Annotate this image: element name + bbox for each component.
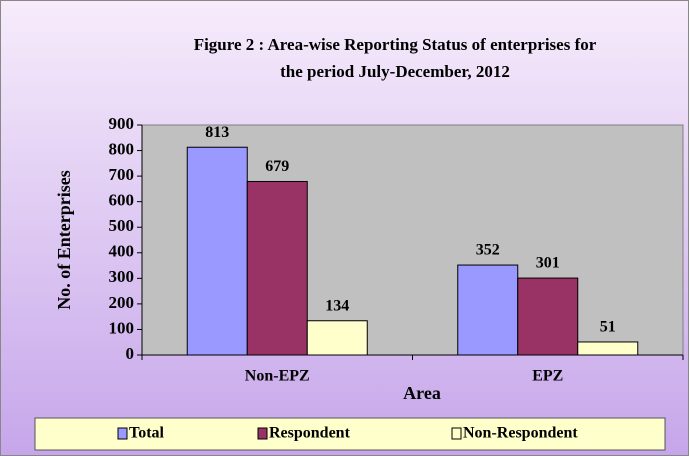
- y-tick-label: 0: [126, 344, 135, 363]
- y-tick-label: 100: [109, 318, 135, 337]
- data-label: 51: [600, 319, 616, 336]
- bar: [246, 180, 308, 356]
- y-tick-label: 500: [109, 216, 135, 235]
- legend-swatch: [257, 427, 268, 440]
- x-tick-label: Non-EPZ: [245, 368, 310, 385]
- data-label: 679: [265, 158, 289, 175]
- data-label: 301: [536, 255, 560, 272]
- y-axis-label: No. of Enterprises: [54, 170, 74, 309]
- chart-title: Figure 2 : Area-wise Reporting Status of…: [194, 35, 597, 54]
- x-tick-label: EPZ: [532, 368, 563, 385]
- y-tick-label: 900: [109, 114, 135, 133]
- data-label: 352: [476, 242, 500, 259]
- bar: [517, 277, 579, 356]
- y-tick-label: 300: [109, 267, 135, 286]
- legend-swatch: [117, 427, 128, 440]
- x-axis-label: Area: [403, 383, 441, 403]
- bar: [577, 341, 639, 356]
- data-label: 813: [205, 124, 229, 141]
- y-tick-label: 700: [109, 165, 135, 184]
- legend-label: Respondent: [269, 425, 351, 442]
- y-tick-label: 800: [109, 139, 135, 158]
- legend-swatch: [451, 427, 462, 440]
- legend-label: Total: [129, 425, 165, 442]
- chart-title: the period July-December, 2012: [280, 62, 510, 81]
- y-tick-label: 200: [109, 293, 135, 312]
- y-tick-label: 400: [109, 242, 135, 261]
- legend: [34, 417, 666, 451]
- y-tick-label: 600: [109, 191, 135, 210]
- data-label: 134: [325, 297, 349, 314]
- bar: [186, 146, 248, 356]
- legend-label: Non-Respondent: [463, 425, 578, 442]
- bar: [457, 264, 519, 356]
- bar: [306, 320, 368, 356]
